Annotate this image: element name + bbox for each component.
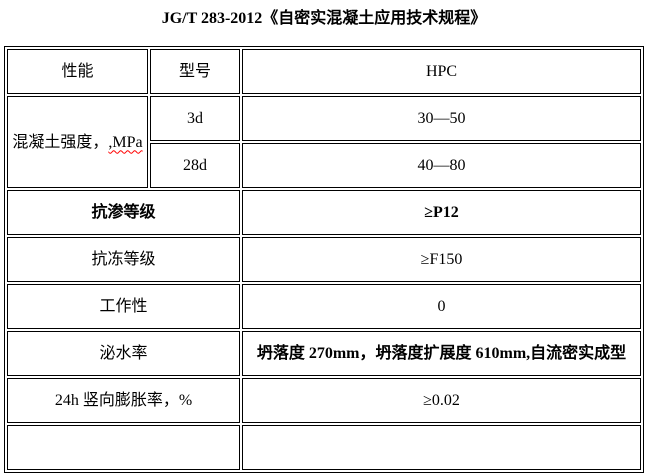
- table-row-strength-3d: 混凝土强度，,MPa 3d 30—50: [7, 96, 641, 188]
- value-cell: 40—80: [242, 143, 641, 188]
- document-title: JG/T 283-2012《自密实混凝土应用技术规程》: [161, 10, 487, 27]
- value-cell: ≥F150: [242, 237, 641, 282]
- table-row-clipped: [7, 425, 641, 470]
- strength-label: 混凝土强度，: [12, 133, 109, 151]
- value-cell: 30—50: [242, 96, 641, 141]
- table-row-header: 性能 型号 HPC: [7, 49, 641, 94]
- row-label-cell: 抗渗等级: [7, 190, 240, 235]
- table-row-impermeability: 抗渗等级 ≥P12: [7, 190, 641, 235]
- value-cell: [242, 425, 641, 470]
- row-label-cell: 抗冻等级: [7, 237, 240, 282]
- header-cell-model: 型号: [150, 49, 240, 94]
- row-label-cell: 24h 竖向膨胀率，%: [7, 378, 240, 423]
- value-cell: 坍落度 270mm，坍落度扩展度 610mm,自流密实成型: [242, 331, 641, 376]
- spec-table: 性能 型号 HPC 混凝土强度，,MPa 3d 30—50 28d 40—80 …: [4, 46, 644, 473]
- value-cell: ≥P12: [242, 190, 641, 235]
- header-cell-performance: 性能: [7, 49, 148, 94]
- age-cell: 3d: [150, 96, 240, 141]
- table-row-frost-resistance: 抗冻等级 ≥F150: [7, 237, 641, 282]
- value-cell: ≥0.02: [242, 378, 641, 423]
- table-row-expansion-rate: 24h 竖向膨胀率，% ≥0.02: [7, 378, 641, 423]
- value-cell: 0: [242, 284, 641, 329]
- strength-label-cell: 混凝土强度，,MPa: [7, 96, 148, 188]
- row-label-cell: 工作性: [7, 284, 240, 329]
- table-row-bleeding-rate: 泌水率 坍落度 270mm，坍落度扩展度 610mm,自流密实成型: [7, 331, 641, 376]
- strength-label-unit-spellcheck: ,MPa: [108, 133, 143, 151]
- table-row-workability: 工作性 0: [7, 284, 641, 329]
- table-row-strength-28d: 28d 40—80: [7, 143, 641, 188]
- age-cell: 28d: [150, 143, 240, 188]
- header-cell-grade: HPC: [242, 49, 641, 94]
- row-label-cell: [7, 425, 240, 470]
- row-label-cell: 泌水率: [7, 331, 240, 376]
